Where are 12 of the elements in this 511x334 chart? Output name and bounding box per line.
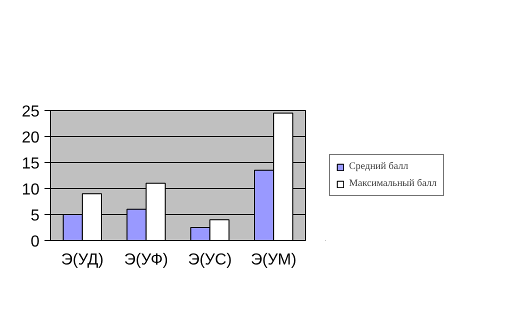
y-tick-label: 5 xyxy=(30,208,40,224)
y-tick-label: 20 xyxy=(22,130,40,146)
y-tick-label: 10 xyxy=(22,182,40,198)
y-tick-label: 25 xyxy=(22,104,40,120)
x-tick-label: Э(УМ) xyxy=(250,252,296,268)
legend-label: Средний балл xyxy=(349,161,408,172)
x-tick-label: Э(УС) xyxy=(188,252,232,268)
x-tick-label: Э(УФ) xyxy=(124,252,168,268)
y-tick-label: 0 xyxy=(30,234,40,250)
y-tick-label: 15 xyxy=(22,156,40,172)
legend-label: Максимальный балл xyxy=(349,178,437,189)
x-tick-label: Э(УД) xyxy=(61,252,104,268)
